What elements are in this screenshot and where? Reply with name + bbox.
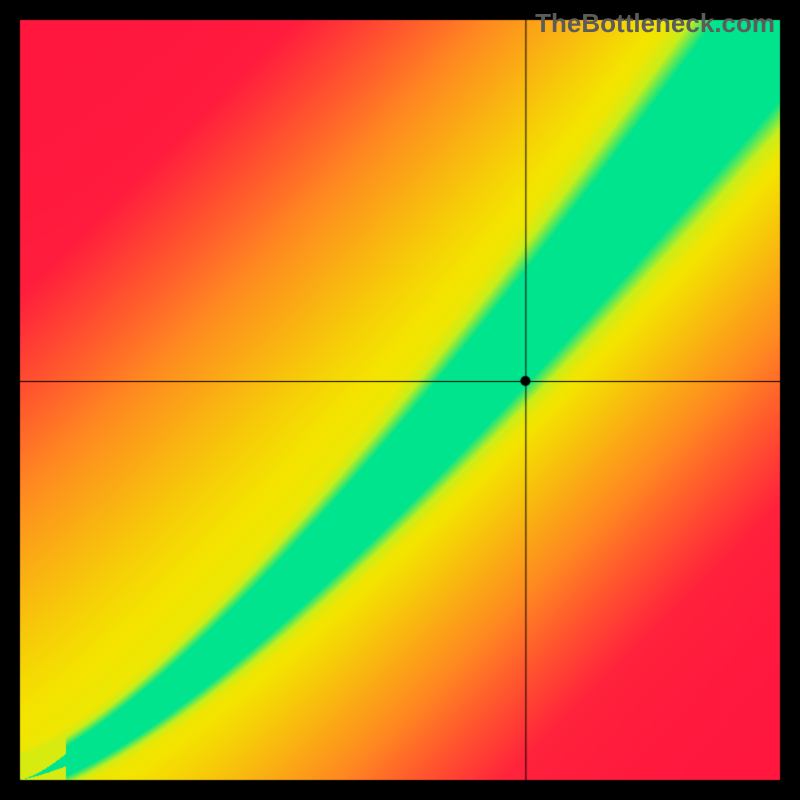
chart-container: TheBottleneck.com: [0, 0, 800, 800]
heatmap-canvas: [0, 0, 800, 800]
